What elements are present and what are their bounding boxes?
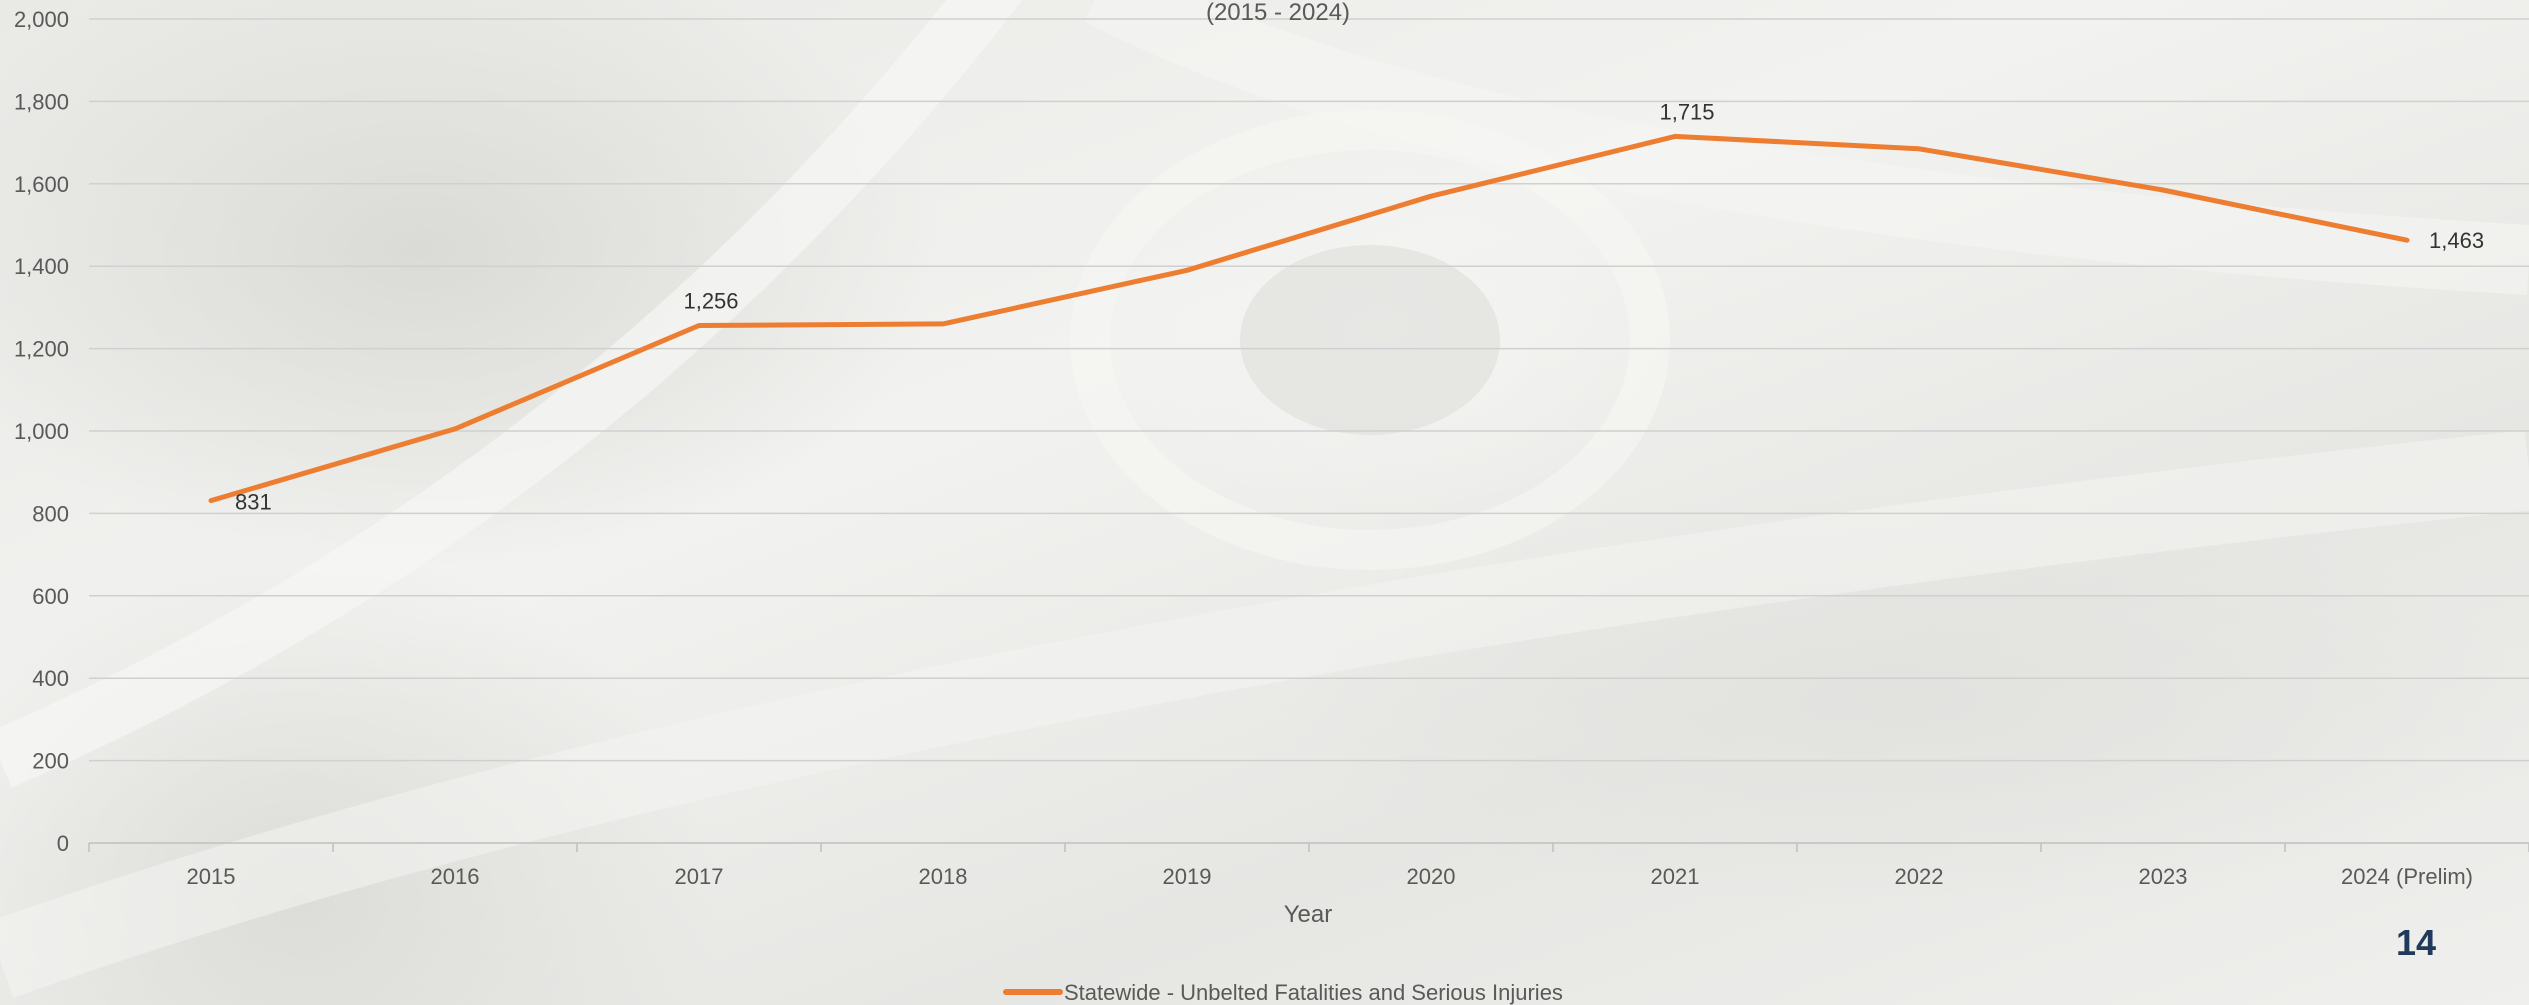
y-axis-tick-labels: 0 200 400 600 800 1,000 1,200 1,400 1,600 1,800 2,… bbox=[14, 7, 69, 856]
x-tick-label: 2019 bbox=[1163, 864, 1212, 889]
x-tick-label: 2018 bbox=[919, 864, 968, 889]
data-labels: 831 1,256 1,715 1,463 bbox=[235, 99, 2484, 514]
y-tick-label: 1,200 bbox=[14, 337, 69, 362]
y-tick-label: 2,000 bbox=[14, 7, 69, 32]
x-tick-label: 2024 (Prelim) bbox=[2341, 864, 2473, 889]
gridlines bbox=[89, 18, 2529, 762]
chart-subtitle: (2015 - 2024) bbox=[1206, 0, 1350, 26]
x-axis-title: Year bbox=[1284, 901, 1333, 928]
series-line-statewide-unbelted bbox=[208, 133, 2410, 504]
x-tick-label: 2021 bbox=[1651, 864, 1700, 889]
data-label: 1,715 bbox=[1659, 99, 1714, 124]
x-tick-label: 2016 bbox=[431, 864, 480, 889]
y-tick-label: 800 bbox=[32, 501, 69, 526]
data-label: 831 bbox=[235, 490, 272, 515]
y-tick-label: 200 bbox=[32, 749, 69, 774]
x-tick-label: 2023 bbox=[2139, 864, 2188, 889]
y-tick-label: 1,400 bbox=[14, 254, 69, 279]
y-tick-label: 400 bbox=[32, 666, 69, 691]
x-axis-tick-labels: 2015 2016 2017 2018 2019 2020 2021 2022 2023 2024… bbox=[187, 864, 2474, 889]
x-tick-label: 2022 bbox=[1895, 864, 1944, 889]
y-tick-label: 1,000 bbox=[14, 419, 69, 444]
y-tick-label: 1,800 bbox=[14, 89, 69, 114]
x-tick-label: 2017 bbox=[675, 864, 724, 889]
y-tick-label: 0 bbox=[57, 831, 69, 856]
page-number: 14 bbox=[2396, 922, 2437, 963]
y-tick-label: 1,600 bbox=[14, 172, 69, 197]
x-axis-ticks bbox=[88, 843, 2529, 852]
data-label: 1,463 bbox=[2429, 228, 2484, 253]
y-tick-label: 600 bbox=[32, 584, 69, 609]
x-tick-label: 2015 bbox=[187, 864, 236, 889]
legend: Statewide - Unbelted Fatalities and Seri… bbox=[1003, 980, 1563, 1005]
x-tick-label: 2020 bbox=[1407, 864, 1456, 889]
data-label: 1,256 bbox=[683, 289, 738, 314]
legend-label: Statewide - Unbelted Fatalities and Seri… bbox=[1064, 980, 1563, 1005]
